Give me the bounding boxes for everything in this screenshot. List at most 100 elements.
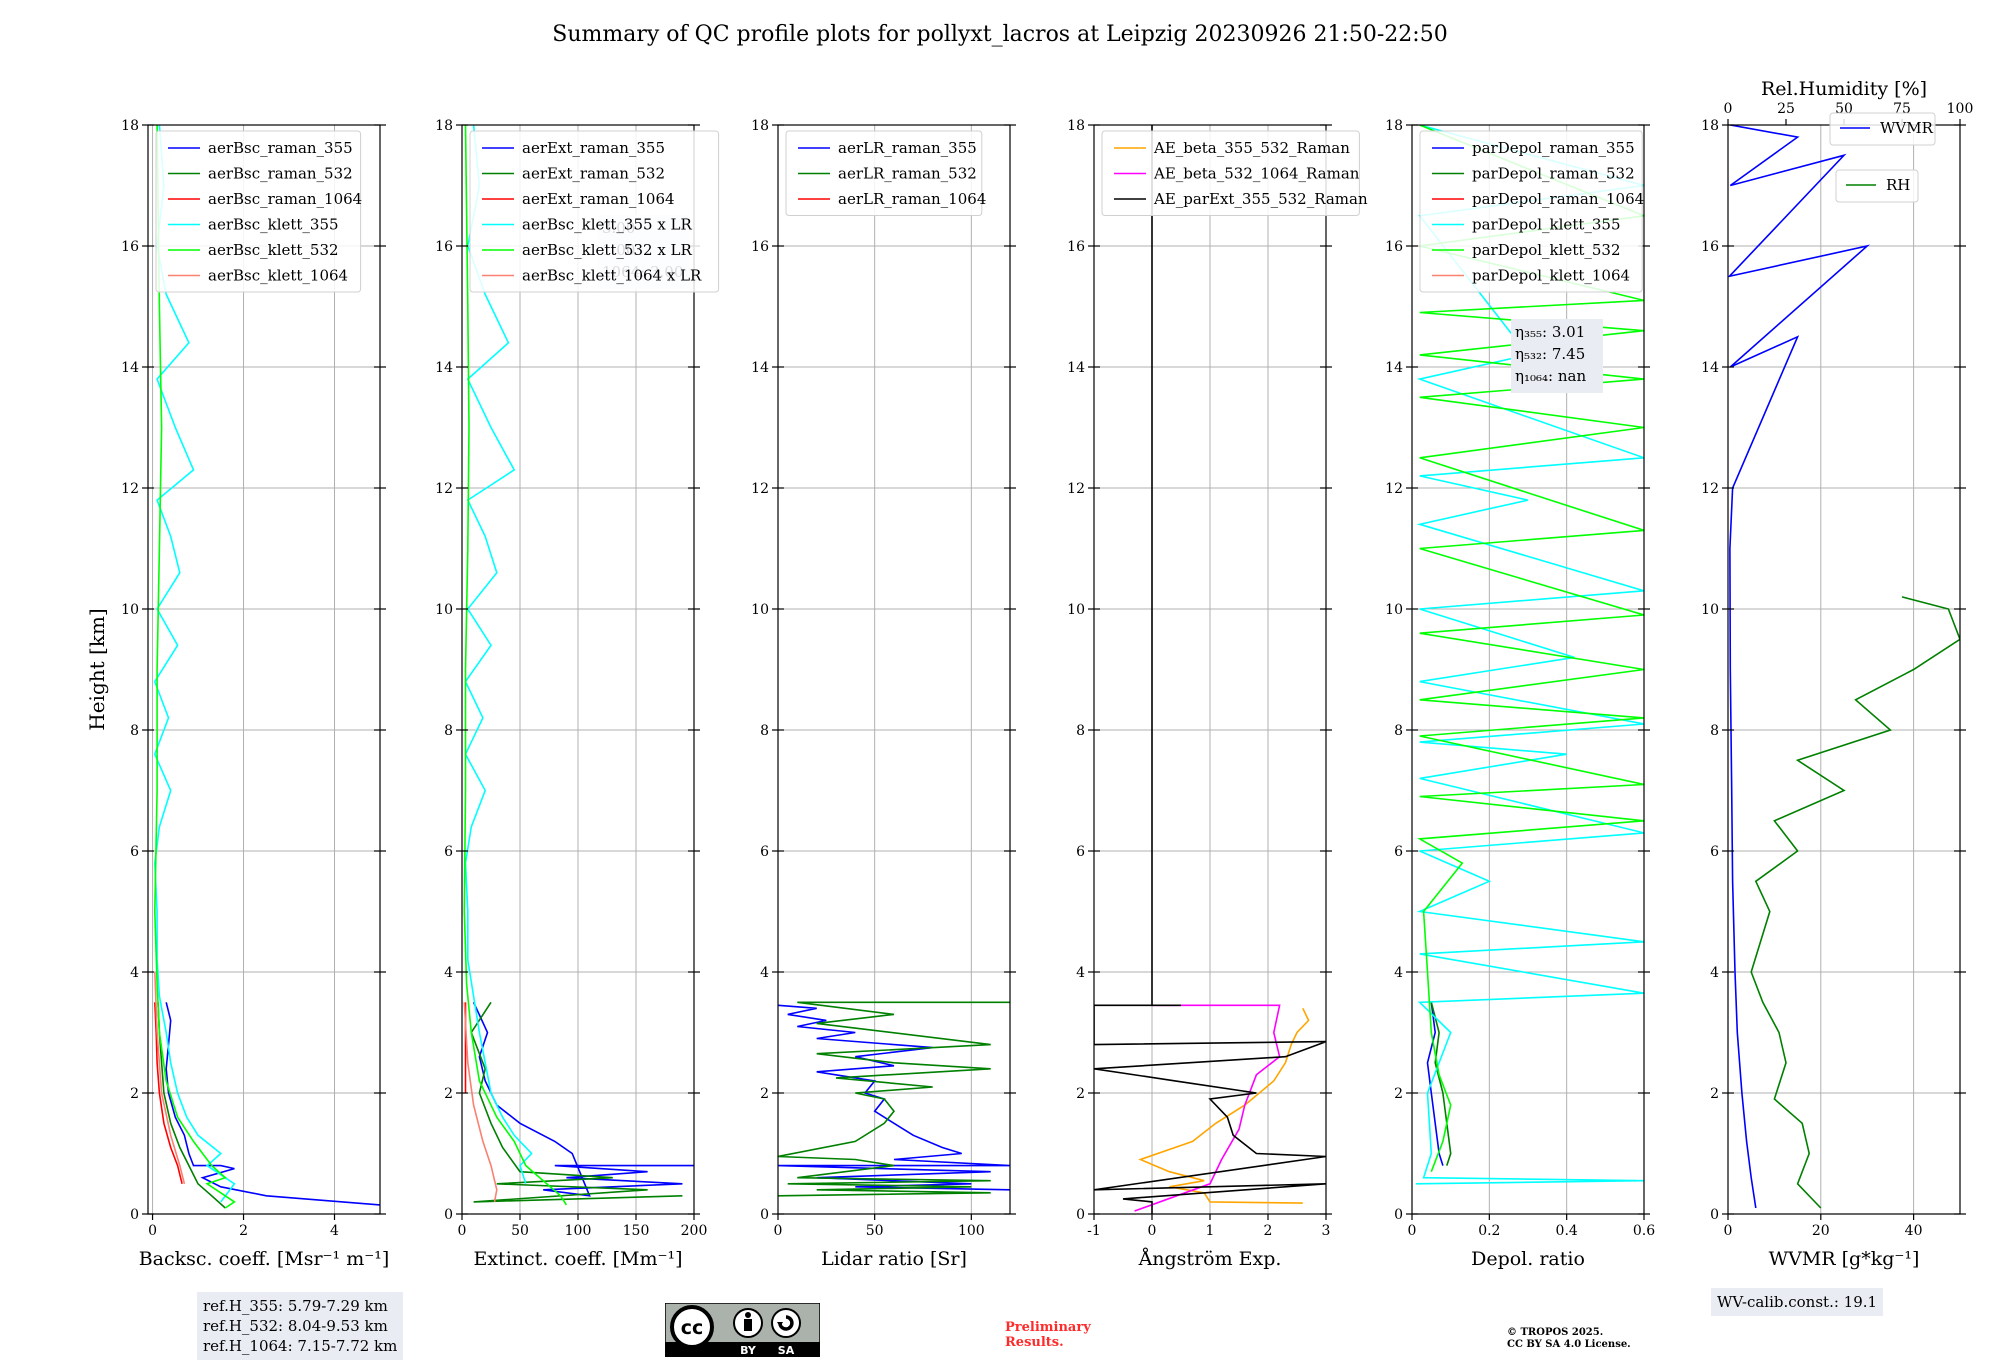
x-tick-label: 0	[1408, 1223, 1417, 1239]
y-tick-label: 2	[1710, 1086, 1719, 1102]
series-aerBsc_klett_1064 x LR	[463, 1002, 498, 1203]
cc-license-icon: cc BY SA	[664, 1302, 821, 1358]
y-tick-label: 4	[444, 965, 453, 981]
legend-label: parDepol_raman_532	[1472, 165, 1635, 183]
y-tick-label: 16	[1701, 239, 1719, 255]
y-tick-label: 4	[1076, 965, 1085, 981]
wv-calib-box: WV-calib.const.: 19.1	[1711, 1288, 1884, 1316]
y-tick-label: 10	[435, 602, 453, 618]
annotation-text: η₃₅₅: 3.01	[1515, 323, 1585, 341]
y-tick-label: 14	[1067, 360, 1085, 376]
y-tick-label: 0	[1394, 1207, 1403, 1223]
series-aerBsc_klett_1064	[154, 971, 186, 1184]
legend-label: aerBsc_klett_532	[208, 241, 339, 259]
x-tick-label: 200	[681, 1223, 708, 1239]
series-aerBsc_klett_532	[153, 125, 236, 1209]
legend-label: RH	[1886, 176, 1910, 194]
axes-frame	[147, 124, 381, 1215]
x-axis-label: Depol. ratio	[1471, 1248, 1585, 1270]
y-tick-label: 0	[130, 1207, 139, 1223]
y-tick-label: 18	[1385, 118, 1403, 134]
series-aerBsc_raman_532	[157, 1002, 226, 1209]
panel-2: 0 2 4 6 8 10 12 14 16 18 0 50 100 150 200 Extinct. coef…	[435, 118, 720, 1270]
series-group	[778, 1001, 1010, 1197]
y-tick-label: 8	[130, 723, 139, 739]
series-aerExt_raman_355	[472, 1001, 694, 1197]
legend-label: aerBsc_raman_355	[208, 139, 353, 157]
preliminary-note: Preliminary Results.	[1005, 1320, 1091, 1350]
y-tick-label: 4	[1710, 965, 1719, 981]
x-tick-label: 0	[1724, 1223, 1733, 1239]
cc-sa-text: SA	[778, 1344, 795, 1357]
y-tick-label: 6	[1710, 844, 1719, 860]
y-tick-label: 8	[1076, 723, 1085, 739]
x2-tick-label: 100	[1947, 101, 1974, 117]
y-tick-label: 6	[444, 844, 453, 860]
y-tick-label: 6	[130, 844, 139, 860]
legend-box	[1835, 169, 1919, 203]
series-AE_parExt_355_532_Raman	[1094, 125, 1326, 1214]
copyright-line-1: © TROPOS 2025.	[1507, 1327, 1604, 1338]
legend-label: aerBsc_klett_1064	[208, 267, 348, 285]
series-group	[1728, 125, 1960, 1209]
y-tick-label: 6	[1076, 844, 1085, 860]
y-tick-label: 0	[760, 1207, 769, 1223]
cc-by-sa-badge: cc BY SA	[664, 1302, 821, 1358]
axes-frame	[777, 124, 1011, 1215]
y-tick-label: 2	[1394, 1086, 1403, 1102]
x2-axis-label: Rel.Humidity [%]	[1761, 78, 1927, 100]
x-tick-label: 4	[330, 1223, 339, 1239]
x2-tick-label: 0	[1724, 101, 1733, 117]
annotation-text: η₁₀₆₄: nan	[1515, 367, 1586, 385]
x-axis-label: Ångström Exp.	[1138, 1248, 1282, 1270]
x-axis-label: Backsc. coeff. [Msr⁻¹ m⁻¹]	[139, 1248, 390, 1270]
y-tick-label: 16	[751, 239, 769, 255]
series-parDepol_klett_355	[1415, 125, 1644, 1185]
annotation-box	[1511, 319, 1603, 393]
cc-text: cc	[681, 1317, 704, 1339]
x-tick-label: 100	[565, 1223, 592, 1239]
y-tick-label: 2	[130, 1086, 139, 1102]
x-axis-label: Lidar ratio [Sr]	[821, 1248, 967, 1270]
series-group	[1415, 125, 1644, 1185]
legend-label: aerBsc_raman_532	[208, 165, 353, 183]
legend-box	[1101, 130, 1360, 216]
series-group	[463, 125, 694, 1206]
cc-by-text: BY	[740, 1344, 757, 1357]
y-tick-label: 14	[435, 360, 453, 376]
x-tick-label: 150	[623, 1223, 650, 1239]
legend-label: aerLR_raman_1064	[838, 190, 986, 208]
y-tick-label: 16	[1385, 239, 1403, 255]
legend-label: parDepol_klett_355	[1472, 216, 1621, 234]
x-tick-label: 1	[1206, 1223, 1215, 1239]
y-tick-label: 0	[444, 1207, 453, 1223]
y-tick-label: 18	[1067, 118, 1085, 134]
y-tick-label: 12	[435, 481, 453, 497]
legend-label: aerExt_raman_1064	[522, 190, 675, 208]
legend-label: aerBsc_klett_355	[208, 216, 339, 234]
series-group	[153, 125, 380, 1209]
legend-label: parDepol_klett_1064	[1472, 267, 1630, 285]
legend-label: AE_beta_355_532_Raman	[1153, 139, 1350, 157]
y-tick-label: 12	[121, 481, 139, 497]
y-tick-label: 4	[1394, 965, 1403, 981]
series-aerBsc_klett_355 x LR	[464, 125, 533, 1185]
y-tick-label: 18	[121, 118, 139, 134]
y-tick-label: 6	[760, 844, 769, 860]
ref-height-box: ref.H_355: 5.79-7.29 km ref.H_532: 8.04-…	[197, 1292, 404, 1360]
legend-label: aerExt_raman_355	[522, 139, 665, 157]
y-tick-label: 18	[1701, 118, 1719, 134]
x-tick-label: 0.6	[1633, 1223, 1655, 1239]
y-tick-label: 14	[1701, 360, 1719, 376]
x-tick-label: 0	[458, 1223, 467, 1239]
series-RH	[1750, 596, 1960, 1209]
x-tick-label: 50	[511, 1223, 529, 1239]
x-tick-label: 0	[774, 1223, 783, 1239]
y-tick-label: 10	[1385, 602, 1403, 618]
y-tick-label: 4	[130, 965, 139, 981]
axes-frame	[1411, 124, 1645, 1215]
legend-box	[1419, 130, 1643, 293]
legend-label: aerBsc_klett_532 x LR	[522, 241, 693, 259]
x-tick-label: 0.4	[1556, 1223, 1578, 1239]
